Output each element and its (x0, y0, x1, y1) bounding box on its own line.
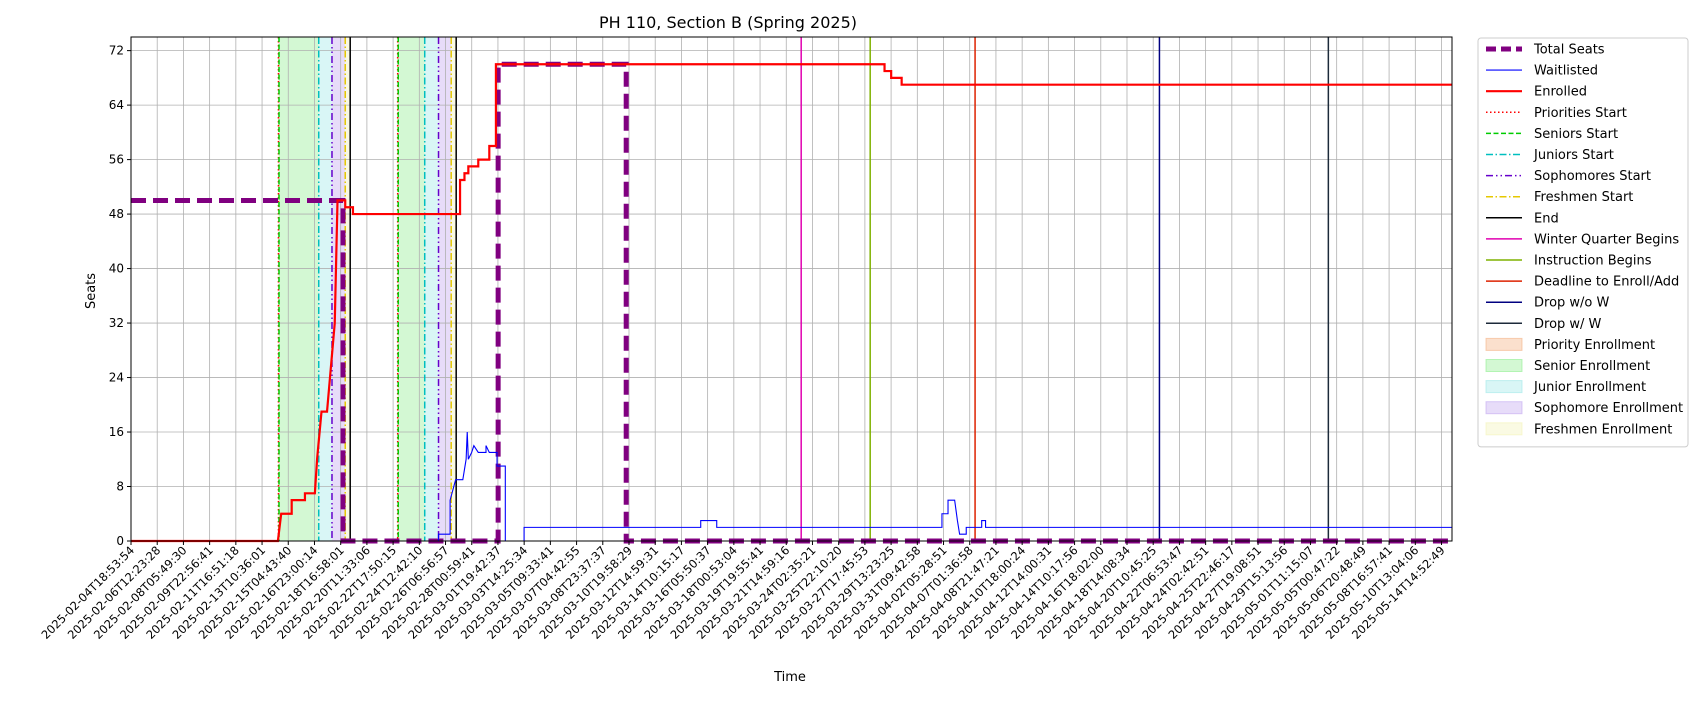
y-tick-label-24: 24 (109, 371, 124, 385)
legend-label: End (1534, 211, 1559, 226)
legend-swatch (1485, 359, 1523, 372)
legend: Total Seats Waitlisted Enrolled Priorities … (1477, 37, 1689, 448)
axes: 0816243240485664722025-02-04T18:53:54202… (38, 36, 1453, 642)
legend-label: Sophomores Start (1534, 169, 1651, 184)
plot-frame (130, 36, 1453, 542)
y-tick-label-0: 0 (116, 534, 124, 548)
span-senior-enrollment-2 (398, 37, 425, 541)
legend-label: Senior Enrollment (1534, 359, 1650, 374)
span-junior-enrollment-1 (318, 37, 332, 541)
legend-item-drop-w-o-w: Drop w/o W (1486, 296, 1610, 311)
legend-swatch (1485, 401, 1523, 415)
legend-label: Winter Quarter Begins (1534, 232, 1679, 247)
legend-item-enrolled: Enrolled (1486, 85, 1587, 100)
enrollment-spans (278, 37, 457, 541)
series-enrolled (131, 63, 1452, 543)
legend-item-juniors-start: Juniors Start (1486, 148, 1614, 163)
legend-swatch (1485, 337, 1523, 351)
grid (130, 37, 1452, 542)
y-tick-label-72: 72 (109, 44, 124, 58)
legend-swatch (1485, 380, 1523, 394)
legend-item-seniors-start: Seniors Start (1486, 127, 1618, 142)
legend-item-priorities-start: Priorities Start (1486, 106, 1627, 121)
legend-item-drop-w-w: Drop w/ W (1486, 317, 1602, 332)
span-senior-enrollment-1 (278, 37, 319, 541)
span-freshmen-enrollment-1 (345, 37, 351, 541)
span-sophomore-enrollment-2 (438, 37, 452, 541)
y-tick-label-32: 32 (109, 316, 124, 330)
legend-label: Freshmen Enrollment (1534, 422, 1672, 437)
y-tick-label-48: 48 (109, 207, 124, 221)
legend-item-deadline-to-enroll-add: Deadline to Enroll/Add (1486, 275, 1679, 290)
legend-item-instruction-begins: Instruction Begins (1486, 254, 1652, 269)
span-freshmen-enrollment-2 (451, 37, 457, 541)
legend-item-end: End (1486, 211, 1559, 226)
y-tick-label-64: 64 (109, 98, 124, 112)
y-axis-label: Seats (84, 273, 99, 309)
chart-title: PH 110, Section B (Spring 2025) (599, 13, 857, 32)
y-tick-label-40: 40 (109, 262, 124, 276)
y-tick-label-8: 8 (116, 480, 124, 494)
legend-item-junior-enrollment: Junior Enrollment (1485, 380, 1646, 395)
legend-item-waitlisted: Waitlisted (1486, 64, 1598, 79)
legend-label: Priority Enrollment (1534, 338, 1655, 353)
legend-label: Instruction Begins (1534, 254, 1652, 269)
x-axis-label: Time (773, 670, 806, 685)
legend-label: Drop w/ W (1534, 317, 1602, 332)
y-tick-label-56: 56 (109, 153, 124, 167)
legend-box (1477, 37, 1689, 448)
y-tick-label-16: 16 (109, 425, 124, 439)
legend-label: Priorities Start (1534, 106, 1627, 121)
legend-label: Waitlisted (1534, 64, 1598, 79)
legend-item-priority-enrollment: Priority Enrollment (1485, 337, 1655, 353)
legend-label: Juniors Start (1533, 148, 1614, 163)
legend-item-freshmen-start: Freshmen Start (1486, 190, 1633, 205)
legend-swatch (1485, 422, 1523, 436)
legend-label: Seniors Start (1534, 127, 1618, 142)
legend-label: Total Seats (1533, 43, 1605, 58)
legend-label: Junior Enrollment (1533, 380, 1646, 395)
legend-label: Freshmen Start (1534, 190, 1633, 205)
legend-item-sophomore-enrollment: Sophomore Enrollment (1485, 401, 1683, 416)
series-total-seats (131, 61, 1452, 544)
legend-label: Deadline to Enroll/Add (1534, 275, 1679, 290)
span-junior-enrollment-2 (424, 37, 439, 541)
legend-item-winter-quarter-begins: Winter Quarter Begins (1486, 232, 1679, 247)
legend-item-freshmen-enrollment: Freshmen Enrollment (1485, 422, 1672, 437)
legend-item-senior-enrollment: Senior Enrollment (1485, 359, 1650, 374)
legend-label: Sophomore Enrollment (1534, 401, 1683, 416)
legend-label: Drop w/o W (1534, 296, 1610, 311)
legend-item-total-seats: Total Seats (1486, 43, 1605, 58)
legend-item-sophomores-start: Sophomores Start (1486, 169, 1651, 184)
legend-label: Enrolled (1534, 85, 1587, 100)
